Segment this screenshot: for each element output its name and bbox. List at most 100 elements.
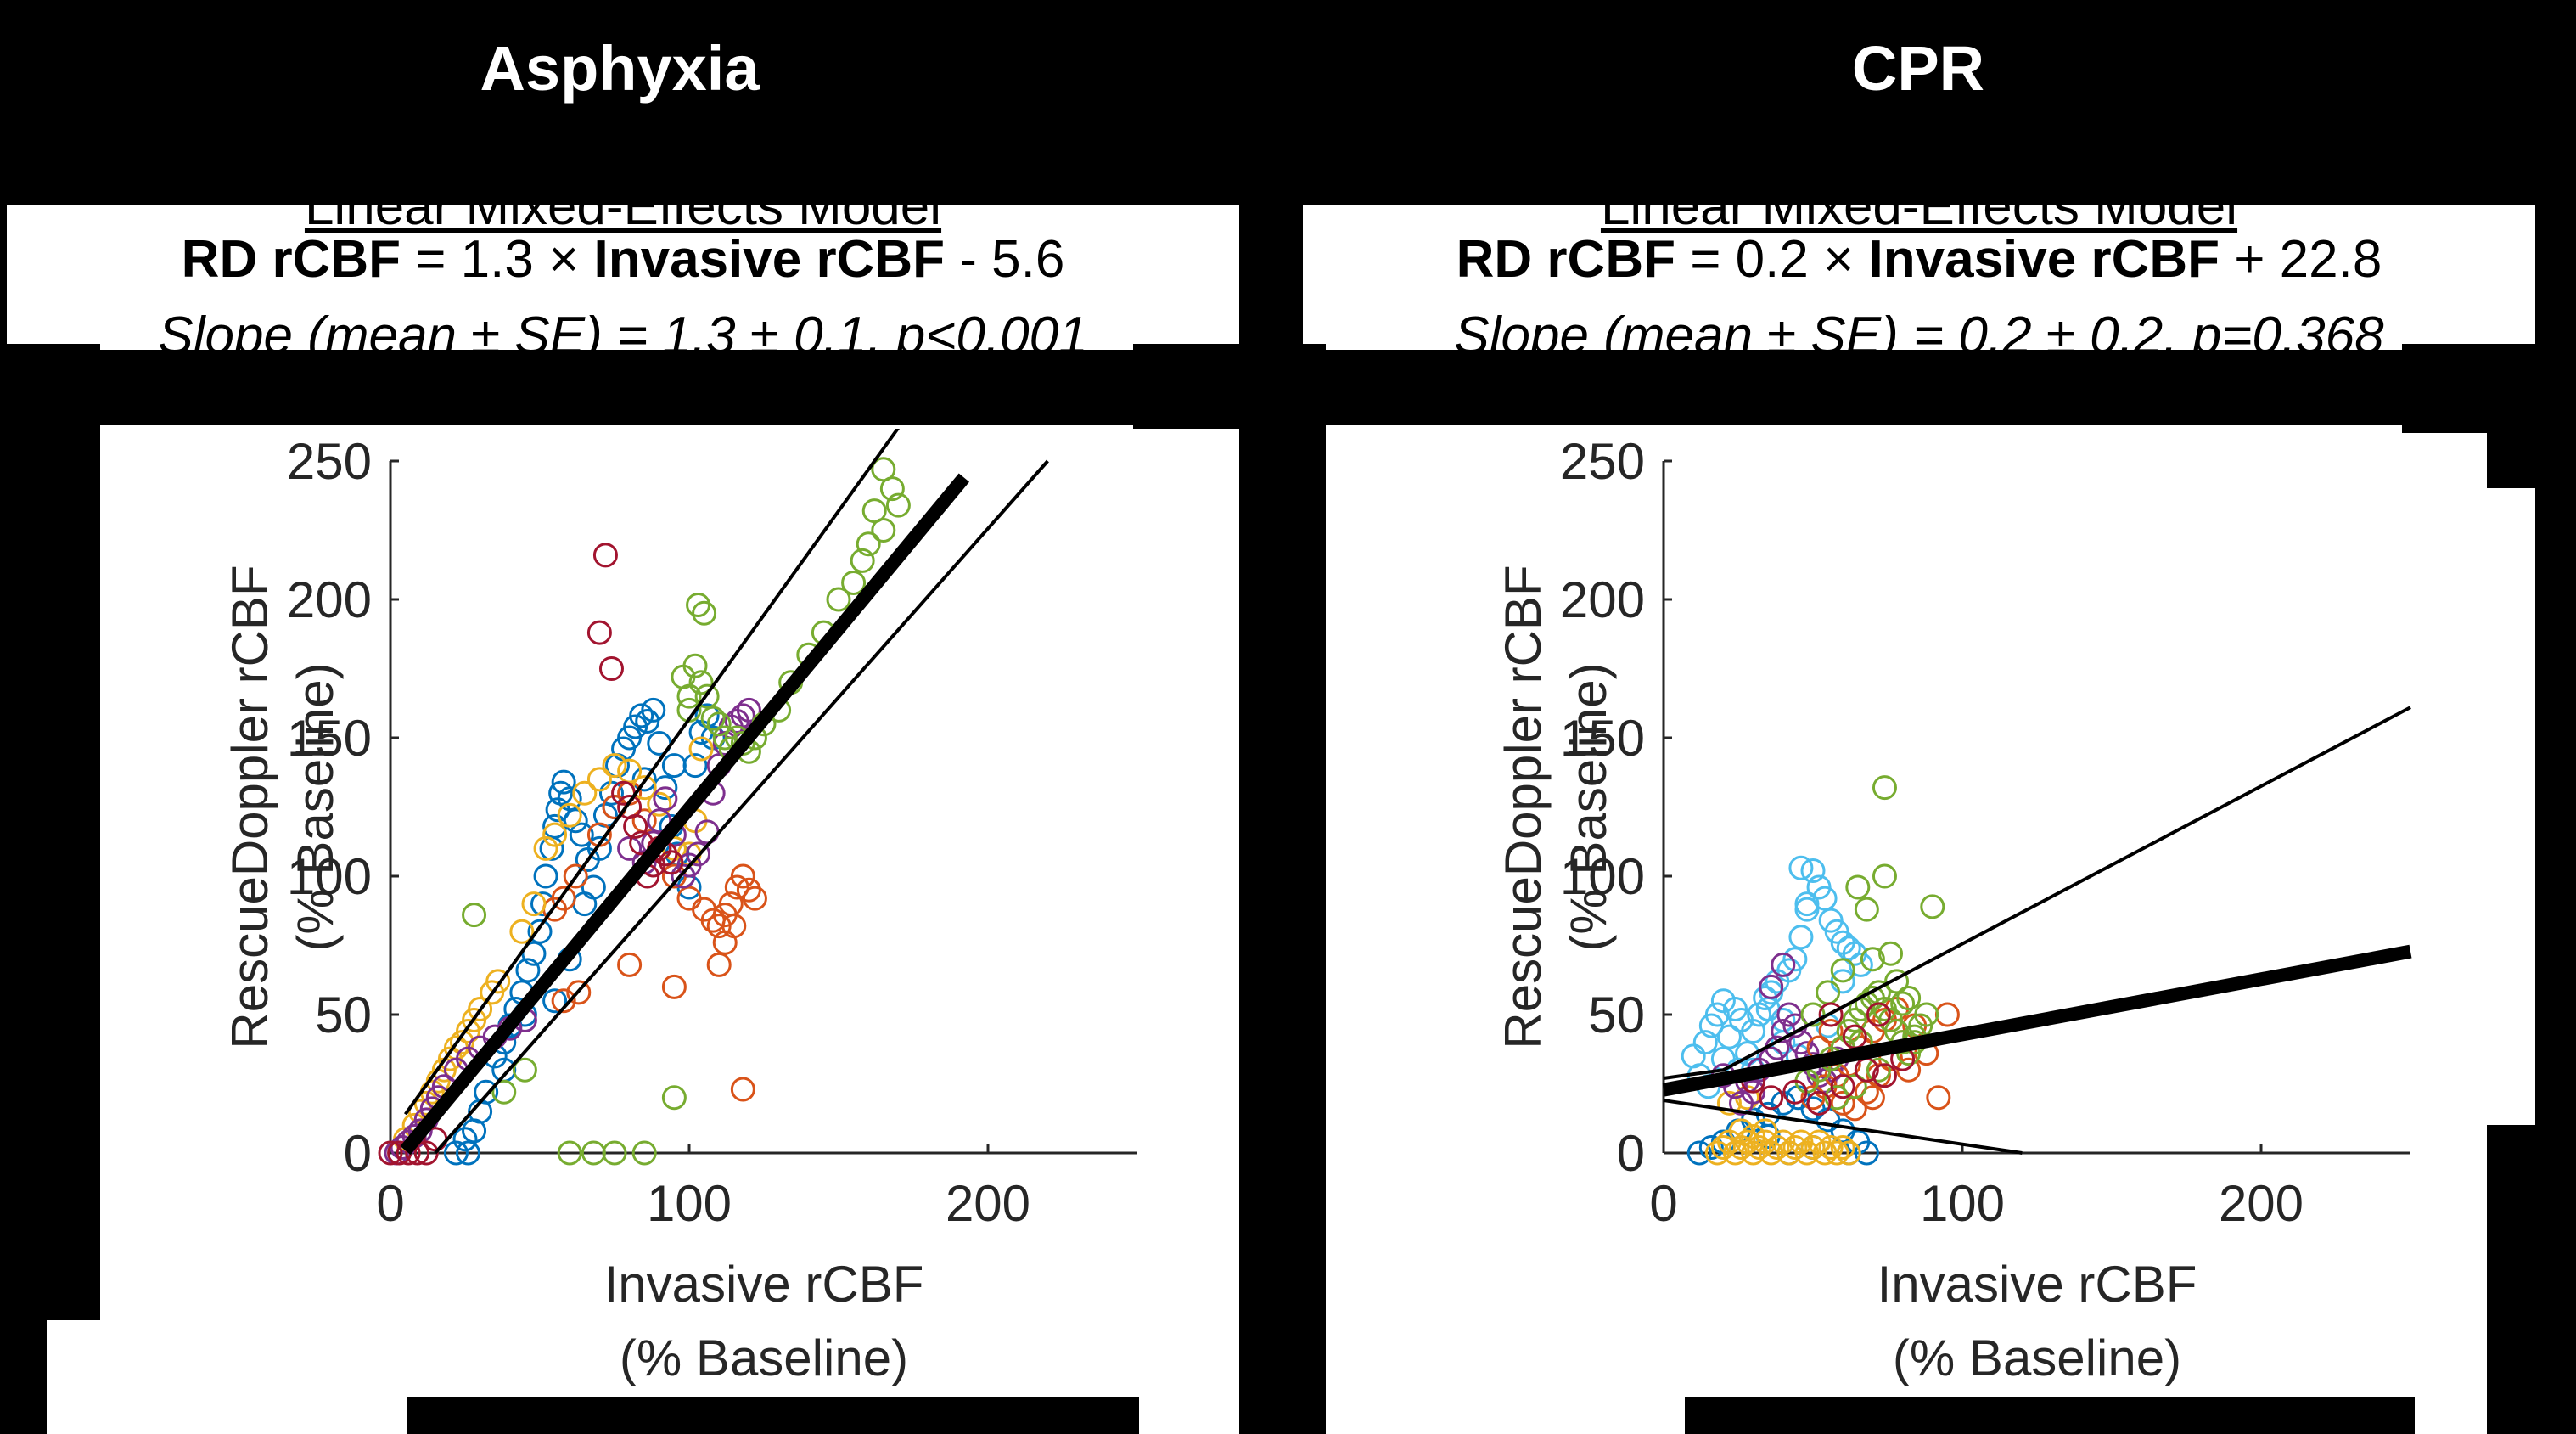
scatter-point-cyan xyxy=(1771,1030,1796,1055)
fit-line xyxy=(400,473,969,1156)
confidence-band-upper xyxy=(403,429,901,1116)
scatter-point-green xyxy=(1896,985,1922,1010)
mask-block xyxy=(2402,344,2576,433)
scatter-point-green xyxy=(1800,1002,1826,1027)
scatter-point-red xyxy=(1866,1002,1891,1027)
scatter-point-blue xyxy=(515,958,541,983)
scatter-point-orange xyxy=(551,988,576,1014)
scatter-point-green xyxy=(661,1085,687,1111)
scatter-point-yellow xyxy=(542,822,568,847)
scatter-point-blue xyxy=(521,941,547,966)
scatter-point-purple xyxy=(730,703,755,728)
scatter-point-green xyxy=(1920,894,1945,919)
scatter-point-green xyxy=(694,683,720,709)
scatter-point-green xyxy=(1878,941,1904,966)
equation-text: RD rCBF = 0.2 × Invasive rCBF + 22.8 xyxy=(1303,229,2535,290)
scatter-point-yellow xyxy=(1800,1134,1826,1160)
scatter-point-orange xyxy=(721,914,747,939)
equation-mid: = 0.2 × xyxy=(1675,230,1869,289)
scatter-point-orange xyxy=(706,952,732,977)
x-tick-label: 0 xyxy=(1649,1175,1677,1232)
scatter-point-blue xyxy=(443,1140,469,1166)
fit-line xyxy=(1662,944,2412,1097)
scatter-point-blue xyxy=(527,919,553,944)
scatter-point-orange xyxy=(566,980,592,1005)
equation-rhs: Invasive rCBF xyxy=(1868,230,2220,289)
scatter-point-blue xyxy=(533,863,558,889)
scatter-point-green xyxy=(631,1140,657,1166)
panel-title-cpr: CPR xyxy=(1851,33,1985,104)
scatter-point-green xyxy=(879,476,905,502)
slope-text: Slope (mean ± SE) = 1.3 ± 0.1, p<0.001 xyxy=(158,306,1088,350)
scatter-point-green xyxy=(462,903,487,928)
scatter-point-green xyxy=(871,518,896,543)
equation-text: RD rCBF = 1.3 × Invasive rCBF - 5.6 xyxy=(7,229,1239,290)
scatter-point-red xyxy=(1759,1085,1784,1111)
plot-panel-asphyxia xyxy=(47,425,1239,1434)
scatter-point-green xyxy=(1830,958,1855,983)
scatter-point-yellow xyxy=(485,969,511,994)
x-tick-label: 200 xyxy=(2219,1175,2304,1232)
confidence-band-lower xyxy=(434,459,1049,1155)
mask-block xyxy=(1133,344,1243,429)
scatter-point-green xyxy=(1884,969,1910,994)
scatter-point-yellow xyxy=(602,753,627,779)
scatter-point-red xyxy=(1830,1074,1855,1099)
scatter-point-red xyxy=(1782,1079,1808,1105)
scatter-point-green xyxy=(1860,947,1885,972)
scatter-point-orange xyxy=(736,877,761,903)
scatter-point-cyan xyxy=(1692,1030,1718,1055)
equation-lhs: RD rCBF xyxy=(181,230,401,289)
y-tick-label: 0 xyxy=(1617,1125,1645,1182)
scatter-point-red xyxy=(592,543,618,568)
scatter-point-cyan xyxy=(1716,1024,1742,1049)
mask-block xyxy=(0,1320,47,1434)
y-tick-label: 0 xyxy=(344,1125,372,1182)
scatter-point-orange xyxy=(1830,1090,1855,1116)
slope-text: Slope (mean ± SE) = 0.2 ± 0.2, p=0.368 xyxy=(1454,306,2384,350)
scatter-point-red xyxy=(623,813,648,839)
y-tick-label: 150 xyxy=(287,710,372,767)
scatter-point-blue xyxy=(586,835,612,861)
plot-panel-cpr xyxy=(1326,425,2535,1434)
y-tick-label: 50 xyxy=(1588,987,1645,1043)
scatter-point-blue xyxy=(452,1127,478,1152)
equation-tail: - 5.6 xyxy=(945,230,1065,289)
equation-mid: = 1.3 × xyxy=(401,230,594,289)
scatter-point-purple xyxy=(617,835,643,861)
y-tick-label: 50 xyxy=(315,987,372,1043)
scatter-point-green xyxy=(706,711,732,737)
scatter-point-purple xyxy=(653,786,678,812)
scatter-point-red xyxy=(1818,1002,1844,1027)
mask-block xyxy=(2487,429,2576,488)
scatter-point-yellow xyxy=(521,891,547,917)
scatter-point-blue xyxy=(661,753,687,779)
scatter-point-green xyxy=(692,600,717,626)
scatter-point-yellow xyxy=(1818,1134,1844,1160)
scatter-point-blue xyxy=(456,1140,481,1166)
scatter-point-red xyxy=(378,1140,403,1166)
scatter-point-orange xyxy=(730,863,755,889)
equation-tail: + 22.8 xyxy=(2220,230,2382,289)
equation-lhs: RD rCBF xyxy=(1456,230,1675,289)
scatter-point-blue xyxy=(629,703,654,728)
scatter-point-orange xyxy=(1860,1085,1885,1111)
scatter-point-cyan xyxy=(1836,936,1861,961)
x-axis-label-units: (% Baseline) xyxy=(620,1330,908,1386)
scatter-point-yellow xyxy=(1741,1123,1766,1149)
scatter-point-yellow xyxy=(1710,1134,1736,1160)
y-tick-label: 250 xyxy=(1560,433,1645,490)
y-axis-label-units: (% Baseline) xyxy=(287,662,344,951)
scatter-point-blue xyxy=(551,769,576,795)
x-axis-label: Invasive rCBF xyxy=(604,1256,924,1313)
scatter-point-red xyxy=(586,620,612,645)
y-tick-label: 150 xyxy=(1560,710,1645,767)
scatter-point-cyan xyxy=(1812,886,1838,911)
equation-rhs: Invasive rCBF xyxy=(593,230,946,289)
scatter-point-orange xyxy=(551,886,576,911)
scatter-point-green xyxy=(826,587,851,612)
scatter-point-green xyxy=(700,706,726,731)
mask-block xyxy=(1239,425,1303,1434)
scatter-point-yellow xyxy=(1830,1134,1855,1160)
